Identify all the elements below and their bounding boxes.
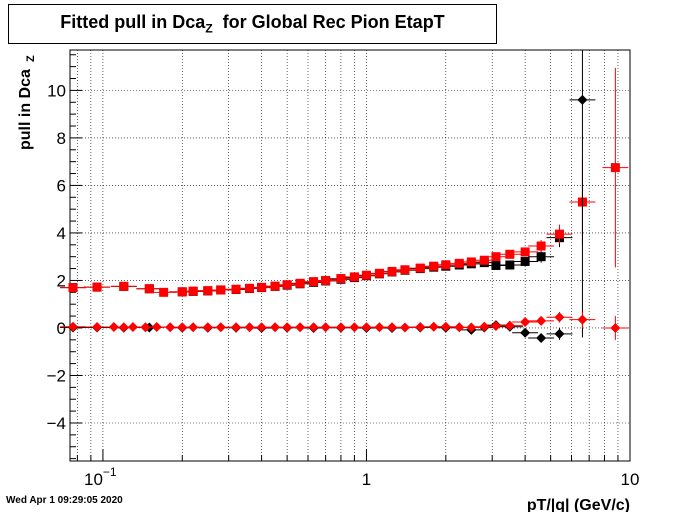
- data-point: [387, 322, 398, 333]
- data-point: [466, 322, 477, 333]
- data-point: [144, 284, 154, 294]
- data-point: [479, 255, 489, 265]
- data-point: [536, 241, 546, 251]
- data-point: [295, 278, 305, 288]
- timestamp: Wed Apr 1 09:29:05 2020: [6, 495, 123, 506]
- data-point: [577, 94, 588, 105]
- y-tick-label: 6: [57, 176, 66, 195]
- data-point: [257, 282, 267, 292]
- data-point: [505, 260, 515, 270]
- data-point: [92, 322, 103, 333]
- data-point: [387, 266, 397, 276]
- data-point: [520, 256, 530, 266]
- data-point: [151, 322, 162, 333]
- data-point: [320, 322, 331, 333]
- data-point: [440, 321, 451, 332]
- data-point: [610, 163, 620, 173]
- series-4: [60, 311, 629, 340]
- data-point: [554, 312, 565, 323]
- data-point: [505, 249, 515, 259]
- data-point: [215, 322, 226, 333]
- x-tick-label-exponent: −1: [103, 465, 117, 479]
- data-point: [415, 322, 426, 333]
- data-point: [119, 281, 129, 291]
- data-point: [256, 322, 267, 333]
- data-point: [92, 282, 102, 292]
- data-point: [231, 284, 241, 294]
- data-point: [245, 283, 255, 293]
- x-tick-label: 1: [362, 470, 371, 489]
- y-axis-label-sub: Z: [25, 55, 37, 62]
- data-point: [282, 322, 293, 333]
- data-point: [335, 322, 346, 333]
- data-point: [188, 286, 198, 296]
- data-point: [520, 327, 531, 338]
- data-point: [282, 280, 292, 290]
- data-point: [231, 322, 242, 333]
- data-point: [68, 321, 79, 332]
- data-point: [491, 252, 501, 262]
- data-point: [610, 322, 621, 333]
- data-point: [295, 322, 306, 333]
- y-tick-label: 8: [57, 129, 66, 148]
- data-point: [454, 258, 464, 268]
- data-point: [490, 321, 501, 332]
- data-point: [466, 257, 476, 267]
- y-tick-label: 2: [57, 271, 66, 290]
- data-point: [361, 270, 371, 280]
- data-point: [321, 275, 331, 285]
- data-point: [429, 261, 439, 271]
- y-tick-label: 0: [57, 319, 66, 338]
- y-tick-label: −4: [47, 414, 66, 433]
- x-tick-label: 10: [84, 470, 103, 489]
- data-point: [374, 268, 384, 278]
- data-point: [554, 328, 565, 339]
- y-tick-label: 4: [57, 224, 66, 243]
- data-point: [349, 272, 359, 282]
- y-axis-label: pull in Dca: [17, 69, 34, 150]
- plot-frame: [69, 49, 631, 462]
- data-point: [309, 277, 319, 287]
- data-point: [536, 315, 547, 326]
- y-tick-label: 10: [47, 81, 66, 100]
- data-point: [577, 314, 588, 325]
- data-point: [520, 247, 530, 257]
- data-point: [270, 281, 280, 291]
- data-point: [177, 287, 187, 297]
- data-point: [504, 320, 515, 331]
- data-point: [203, 286, 213, 296]
- data-point: [216, 285, 226, 295]
- data-point: [520, 317, 531, 328]
- x-axis-label: pT/|q| (GeV/c): [527, 497, 630, 512]
- data-point: [400, 265, 410, 275]
- data-point: [188, 322, 199, 333]
- data-point: [536, 252, 546, 262]
- data-point: [491, 260, 501, 270]
- y-tick-label: −2: [47, 366, 66, 385]
- data-point: [336, 274, 346, 284]
- series-3: [60, 50, 596, 343]
- error-bar: [569, 50, 596, 338]
- series-2: [60, 67, 629, 297]
- x-tick-label: 10: [621, 470, 640, 489]
- data-point: [415, 263, 425, 273]
- data-point: [159, 287, 169, 297]
- chart-title-box: Fitted pull in DcaZ for Global Rec Pion …: [8, 4, 497, 44]
- data-point: [479, 321, 490, 332]
- data-point: [536, 332, 547, 343]
- data-point: [399, 322, 410, 333]
- data-point: [554, 229, 564, 239]
- chart-title: Fitted pull in DcaZ for Global Rec Pion …: [60, 12, 445, 36]
- data-point: [441, 260, 451, 270]
- data-point: [68, 283, 78, 293]
